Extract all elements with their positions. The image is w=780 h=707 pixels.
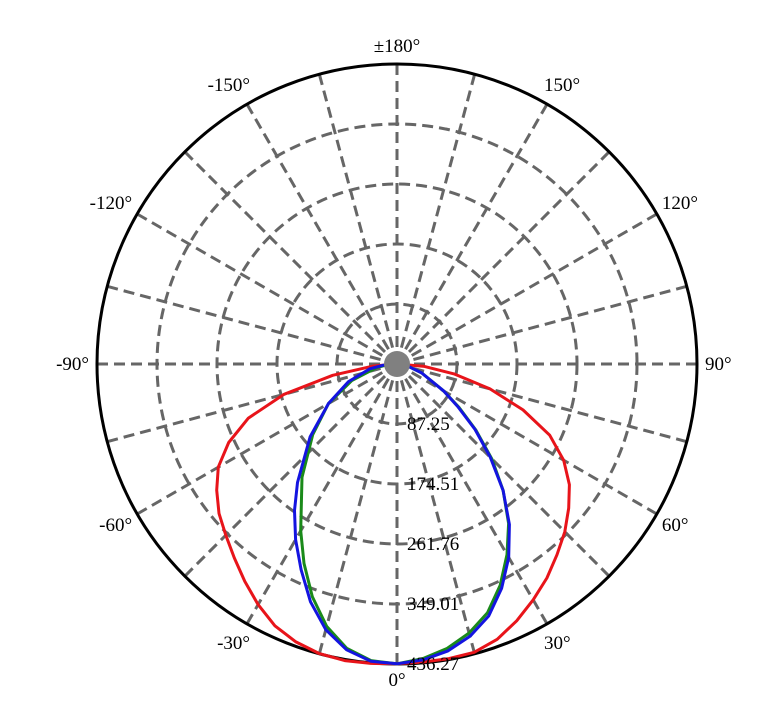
center-hub <box>384 351 410 377</box>
angle-tick-label: 0° <box>388 670 405 691</box>
series-line-3 <box>293 362 511 666</box>
grid-spoke <box>245 103 399 365</box>
radial-tick-labels: 87.25 174.51 261.76 349.01 436.27 <box>407 414 459 675</box>
angle-tick-label: 30° <box>544 633 571 654</box>
grid-spoke <box>396 212 658 366</box>
grid-spoke <box>396 284 688 366</box>
angle-tick-label: 150° <box>544 75 580 96</box>
grid-spoke <box>395 103 549 365</box>
grid-spoke <box>136 362 398 516</box>
radial-tick-label: 87.25 <box>407 414 450 435</box>
angle-tick-label: 90° <box>705 354 732 375</box>
angle-tick-label: -60° <box>99 515 132 536</box>
grid-spoke <box>395 73 477 365</box>
series-layer <box>215 362 571 666</box>
angle-tick-label: -30° <box>217 633 250 654</box>
grid-spoke <box>183 150 399 366</box>
radial-tick-label: 174.51 <box>407 474 459 495</box>
angle-tick-label: -150° <box>208 75 250 96</box>
radial-tick-label: 261.76 <box>407 534 459 555</box>
angle-tick-label: -90° <box>56 354 89 375</box>
radial-tick-label: 436.27 <box>407 654 459 675</box>
grid-spoke <box>395 150 611 366</box>
angle-tick-label: ±180° <box>374 36 421 57</box>
angle-tick-label: 120° <box>662 193 698 214</box>
grid-spoke <box>136 212 398 366</box>
radial-tick-label: 349.01 <box>407 594 459 615</box>
grid-spoke <box>106 362 398 444</box>
grid-spoke <box>317 363 399 655</box>
grid-spoke <box>106 284 398 366</box>
angle-tick-label: -120° <box>90 193 132 214</box>
angle-tick-label: 60° <box>662 515 689 536</box>
grid-spoke <box>317 73 399 365</box>
series-line-1 <box>215 362 571 666</box>
angle-tick-labels: ±180° -150° 150° -120° 120° -90° 90° -60° 60° -30… <box>56 36 732 691</box>
